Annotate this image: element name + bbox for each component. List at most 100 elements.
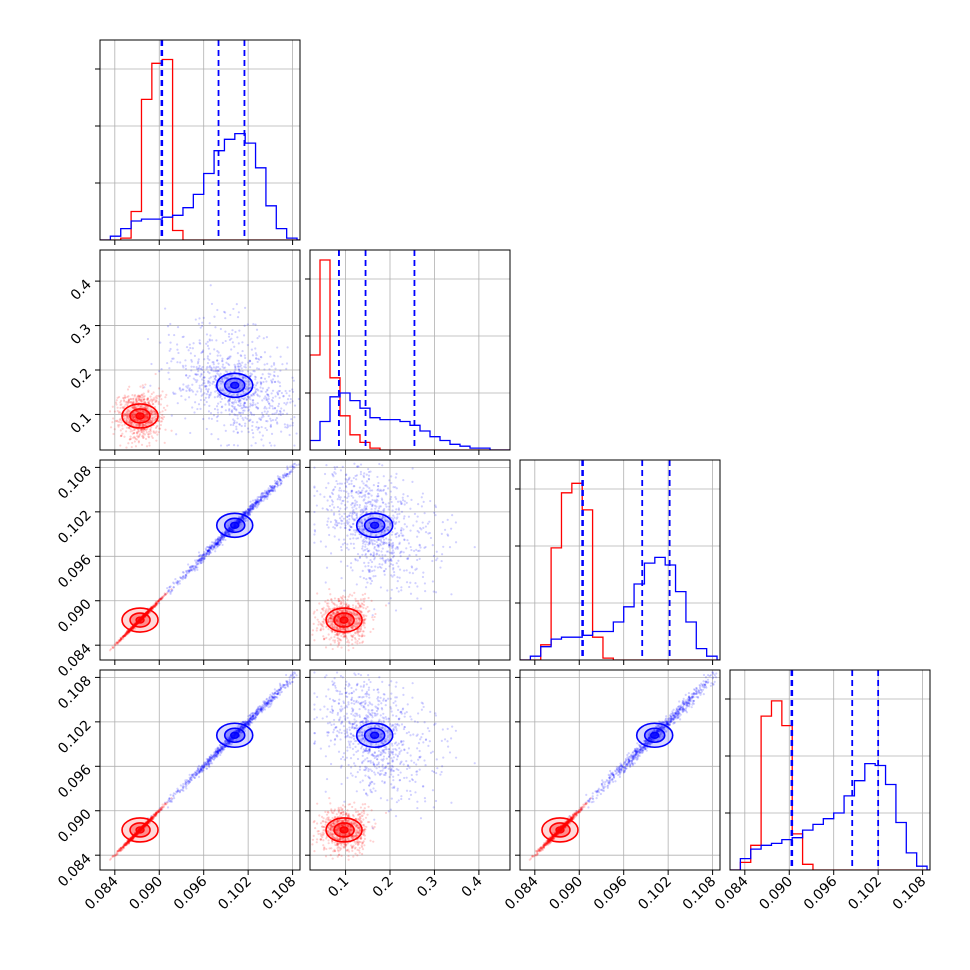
sample-point-blue (339, 496, 342, 499)
sample-point-blue (291, 388, 294, 391)
sample-point-red (122, 635, 125, 638)
sample-point-red (121, 636, 125, 639)
sample-point-blue (387, 525, 390, 529)
sample-point-red (355, 612, 358, 616)
sample-point-blue (257, 406, 260, 410)
sample-point-blue (198, 317, 201, 320)
sample-point-blue (416, 585, 419, 588)
sample-point-blue (234, 519, 237, 522)
sample-point-blue (206, 355, 210, 358)
sample-point-red (336, 645, 339, 648)
sample-point-red (144, 422, 148, 425)
sample-point-blue (380, 489, 383, 492)
sample-point-red (111, 405, 114, 408)
sample-point-blue (248, 505, 252, 508)
sample-point-blue (173, 582, 176, 585)
sample-point-blue (403, 538, 406, 542)
sample-point-blue (244, 517, 248, 520)
sample-point-blue (427, 532, 430, 535)
sample-point-blue (384, 554, 387, 557)
sample-point-blue (206, 344, 210, 347)
sample-point-blue (279, 413, 282, 417)
sample-point-blue (205, 367, 208, 370)
sample-point-blue (216, 538, 220, 541)
sample-point-blue (359, 509, 362, 512)
sample-point-blue (313, 485, 316, 488)
sample-point-blue (238, 404, 241, 408)
sample-point-blue (454, 541, 458, 544)
sample-point-red (155, 600, 158, 603)
sample-point-red (133, 394, 137, 397)
sample-point-blue (216, 538, 219, 541)
sample-point-blue (215, 359, 219, 362)
sample-point-red (155, 399, 158, 402)
sample-point-blue (212, 545, 215, 548)
sample-point-blue (215, 416, 219, 419)
sample-point-blue (194, 566, 197, 569)
sample-point-red (358, 620, 361, 624)
sample-point-blue (208, 364, 212, 368)
sample-point-blue (221, 537, 224, 540)
sample-point-blue (216, 541, 219, 544)
sample-point-blue (207, 380, 211, 383)
sample-point-blue (383, 529, 386, 532)
sample-point-blue (251, 507, 255, 511)
sample-point-red (161, 417, 164, 421)
sample-point-blue (369, 570, 372, 573)
sample-point-blue (203, 384, 207, 387)
sample-point-red (124, 632, 128, 635)
sample-point-blue (208, 550, 211, 553)
sample-point-red (115, 641, 118, 644)
sample-point-blue (411, 480, 414, 484)
sample-point-red (337, 611, 340, 614)
sample-point-red (140, 399, 143, 402)
histogram-panel-1 (310, 250, 510, 450)
sample-point-blue (367, 478, 371, 481)
sample-point-blue (361, 512, 364, 515)
sample-point-blue (198, 384, 201, 387)
sample-point-blue (433, 511, 436, 514)
sample-point-blue (258, 499, 261, 502)
sample-point-red (338, 633, 341, 636)
sample-point-blue (255, 354, 258, 357)
sample-point-red (322, 625, 325, 628)
sample-point-blue (254, 390, 257, 393)
sample-point-red (330, 622, 333, 625)
sample-point-red (331, 617, 334, 621)
sample-point-blue (369, 489, 372, 492)
sample-point-blue (352, 508, 355, 512)
sample-point-red (361, 630, 365, 633)
sample-point-red (155, 603, 158, 606)
sample-point-blue (359, 510, 362, 513)
sample-point-red (356, 632, 360, 635)
sample-point-red (128, 420, 132, 423)
sample-point-blue (249, 507, 252, 510)
sample-point-blue (382, 541, 386, 544)
sample-point-blue (333, 471, 336, 474)
sample-point-blue (252, 505, 255, 508)
sample-point-blue (230, 404, 233, 407)
sample-point-blue (449, 527, 453, 530)
sample-point-blue (201, 368, 204, 371)
sample-point-blue (248, 405, 251, 408)
sample-point-blue (158, 370, 161, 373)
sample-point-red (119, 401, 122, 404)
sample-point-blue (264, 426, 267, 430)
sample-point-blue (406, 495, 409, 498)
sample-point-red (153, 604, 156, 607)
sample-point-blue (224, 392, 228, 395)
sample-point-blue (241, 515, 244, 518)
sample-point-red (129, 430, 132, 433)
sample-point-blue (355, 500, 358, 503)
sample-point-blue (176, 402, 179, 405)
sample-point-blue (398, 534, 401, 537)
sample-point-red (135, 423, 138, 426)
sample-point-blue (274, 482, 277, 485)
sample-point-blue (197, 358, 200, 361)
sample-point-blue (221, 380, 224, 383)
sample-point-red (124, 632, 128, 635)
sample-point-red (122, 635, 125, 638)
sample-point-blue (208, 549, 211, 552)
sample-point-blue (273, 484, 276, 488)
sample-point-blue (202, 371, 206, 374)
